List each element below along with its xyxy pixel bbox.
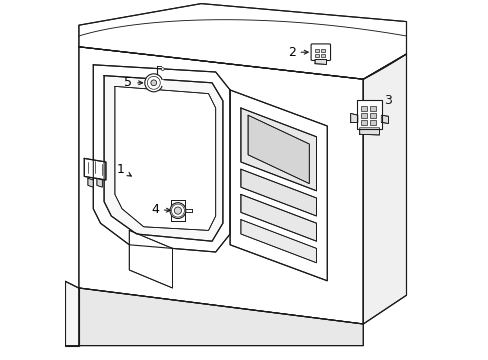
Polygon shape: [129, 230, 172, 288]
Circle shape: [170, 203, 185, 219]
Circle shape: [161, 68, 164, 71]
Polygon shape: [104, 76, 223, 241]
Bar: [321, 54, 325, 57]
Bar: [360, 106, 366, 111]
Polygon shape: [230, 90, 326, 281]
Text: 4: 4: [151, 203, 170, 216]
Bar: [369, 113, 375, 118]
Polygon shape: [363, 54, 406, 324]
Polygon shape: [79, 288, 363, 346]
Bar: [321, 49, 325, 52]
Polygon shape: [84, 158, 106, 180]
Circle shape: [144, 74, 163, 92]
Bar: [369, 106, 375, 111]
Polygon shape: [170, 200, 185, 221]
Polygon shape: [241, 194, 316, 241]
Text: 5: 5: [124, 76, 142, 89]
Bar: [369, 120, 375, 125]
Polygon shape: [97, 178, 102, 187]
Polygon shape: [79, 4, 406, 79]
Polygon shape: [241, 169, 316, 216]
FancyBboxPatch shape: [356, 100, 381, 129]
Bar: [360, 113, 366, 118]
Bar: [360, 120, 366, 125]
Polygon shape: [359, 128, 379, 135]
Polygon shape: [115, 86, 215, 230]
Text: 2: 2: [287, 46, 307, 59]
Text: 3: 3: [384, 94, 391, 107]
Polygon shape: [381, 115, 387, 123]
Bar: [314, 49, 318, 52]
Text: 1: 1: [116, 163, 131, 176]
Circle shape: [151, 80, 156, 86]
FancyBboxPatch shape: [310, 44, 330, 60]
Polygon shape: [88, 178, 93, 187]
Polygon shape: [247, 115, 309, 184]
Circle shape: [174, 207, 181, 214]
Bar: [314, 54, 318, 57]
Polygon shape: [350, 113, 357, 122]
Polygon shape: [241, 108, 316, 191]
Polygon shape: [241, 220, 316, 263]
Polygon shape: [64, 281, 79, 346]
Polygon shape: [314, 59, 326, 64]
Polygon shape: [79, 47, 363, 324]
Polygon shape: [93, 65, 230, 252]
